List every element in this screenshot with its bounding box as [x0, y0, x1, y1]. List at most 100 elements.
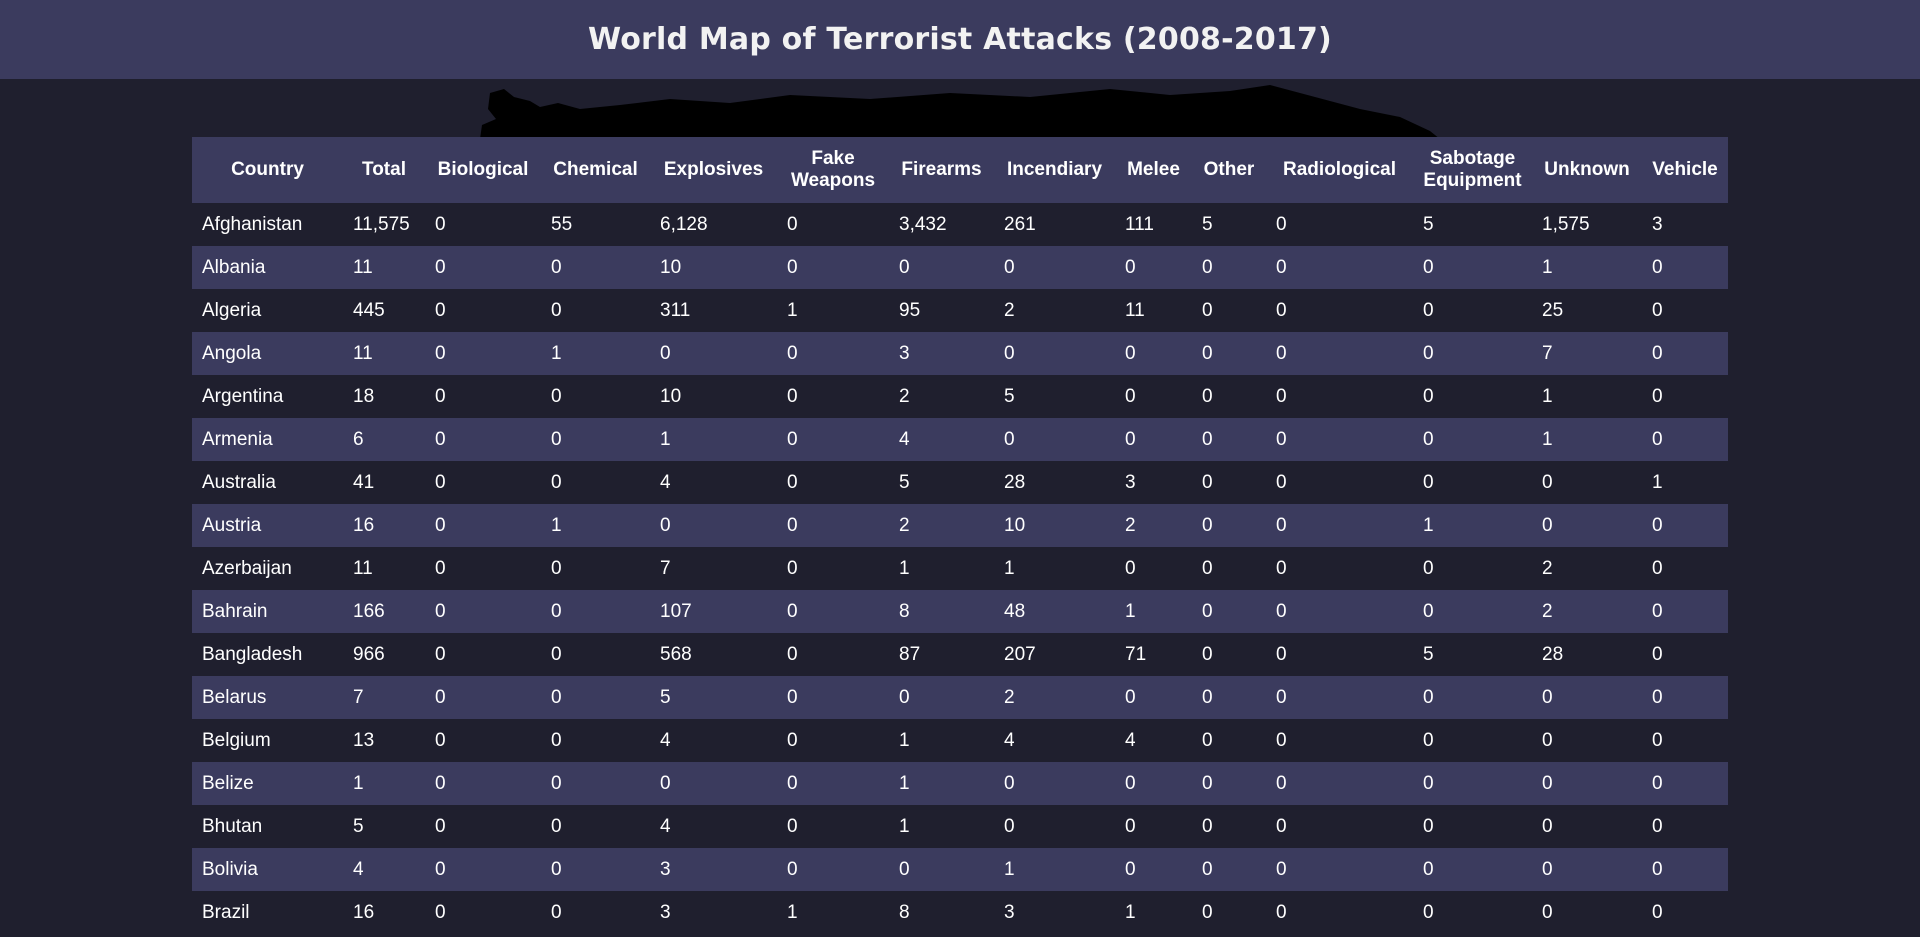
table-row: Brazil 16 0 0 3 1 8 3 1 0 0 0 0 0: [192, 891, 1728, 934]
map-landmass-shape: [480, 85, 1440, 139]
count-cell: 0: [1423, 815, 1434, 837]
count-cell: 5: [353, 815, 364, 837]
count-cell: 25: [1542, 299, 1564, 321]
count-cell: 0: [435, 428, 446, 450]
column-header: Unknown: [1544, 159, 1630, 180]
count-cell: 0: [1542, 858, 1553, 880]
count-cell: 0: [787, 557, 798, 579]
count-cell: 0: [1276, 471, 1287, 493]
count-cell: 1: [899, 772, 910, 794]
country-cell: Bolivia: [202, 858, 258, 880]
count-cell: 311: [660, 299, 691, 321]
table-row: Bahrain 166 0 0 107 0 8 48 1 0 0 0 2 0: [192, 590, 1728, 633]
count-cell: 11: [1125, 299, 1145, 321]
count-cell: 0: [787, 213, 798, 235]
count-cell: 3: [660, 901, 671, 923]
count-cell: 3: [1125, 471, 1136, 493]
count-cell: 0: [1125, 428, 1136, 450]
page-title: World Map of Terrorist Attacks (2008-201…: [588, 22, 1332, 57]
table-row: Austria 16 0 1 0 0 2 10 2 0 0 1 0 0: [192, 504, 1728, 547]
attack-table-container: Country Total Biological Chemical Explosives…: [192, 137, 1728, 934]
count-cell: 0: [1276, 901, 1287, 923]
count-cell: 0: [1004, 256, 1015, 278]
count-cell: 0: [1004, 428, 1015, 450]
count-cell: 0: [551, 557, 562, 579]
table-row: Armenia 6 0 0 1 0 4 0 0 0 0 0 1 0: [192, 418, 1728, 461]
count-cell: 11: [353, 256, 373, 278]
count-cell: 0: [660, 342, 671, 364]
count-cell: 0: [435, 342, 446, 364]
count-cell: 28: [1542, 643, 1564, 665]
count-cell: 0: [1423, 342, 1434, 364]
map-island-shape: [510, 105, 528, 119]
column-header: Total: [362, 159, 406, 180]
count-cell: 7: [353, 686, 364, 708]
count-cell: 0: [1423, 772, 1434, 794]
count-cell: 4: [660, 815, 671, 837]
count-cell: 11: [353, 557, 373, 579]
count-cell: 0: [1202, 686, 1213, 708]
count-cell: 0: [435, 256, 446, 278]
table-row: Afghanistan 11,575 0 55 6,128 0 3,432 261 111 5 0 5…: [192, 203, 1728, 246]
column-header: Explosives: [663, 159, 764, 180]
country-cell: Bangladesh: [202, 643, 303, 665]
count-cell: 0: [1652, 428, 1663, 450]
count-cell: 2: [899, 514, 910, 536]
count-cell: 48: [1004, 600, 1026, 622]
count-cell: 41: [353, 471, 375, 493]
count-cell: 1: [899, 557, 910, 579]
count-cell: 0: [551, 815, 562, 837]
count-cell: 261: [1004, 213, 1036, 235]
table-row: Algeria 445 0 0 311 1 95 2 11 0 0 0 25 0: [192, 289, 1728, 332]
count-cell: 6,128: [660, 213, 708, 235]
count-cell: 0: [435, 772, 446, 794]
count-cell: 4: [660, 729, 671, 751]
count-cell: 0: [435, 213, 446, 235]
count-cell: 1: [1542, 385, 1553, 407]
table-row: Belarus 7 0 0 5 0 0 2 0 0 0 0 0 0: [192, 676, 1728, 719]
count-cell: 0: [1202, 557, 1213, 579]
count-cell: 0: [1423, 901, 1434, 923]
count-cell: 0: [660, 514, 671, 536]
count-cell: 0: [1202, 256, 1213, 278]
count-cell: 0: [1276, 600, 1287, 622]
count-cell: 0: [1125, 256, 1136, 278]
country-cell: Australia: [202, 471, 276, 493]
column-header: Fake Weapons: [790, 148, 876, 191]
count-cell: 0: [1423, 256, 1434, 278]
count-cell: 0: [1652, 686, 1663, 708]
count-cell: 0: [1276, 729, 1287, 751]
count-cell: 0: [1423, 729, 1434, 751]
count-cell: 1: [899, 729, 910, 751]
count-cell: 107: [660, 600, 692, 622]
column-header: Country: [231, 159, 304, 180]
count-cell: 0: [787, 858, 798, 880]
count-cell: 11,575: [353, 213, 410, 235]
count-cell: 6: [353, 428, 364, 450]
country-cell: Angola: [202, 342, 262, 364]
count-cell: 0: [787, 385, 798, 407]
count-cell: 0: [1276, 772, 1287, 794]
count-cell: 5: [660, 686, 671, 708]
count-cell: 3: [1652, 213, 1663, 235]
count-cell: 0: [1423, 686, 1434, 708]
count-cell: 0: [1202, 428, 1213, 450]
table-row: Angola 11 0 1 0 0 3 0 0 0 0 0 7 0: [192, 332, 1728, 375]
count-cell: 0: [1652, 772, 1663, 794]
count-cell: 2: [899, 385, 910, 407]
count-cell: 10: [660, 385, 682, 407]
count-cell: 0: [551, 858, 562, 880]
count-cell: 95: [899, 299, 921, 321]
count-cell: 0: [1652, 643, 1663, 665]
count-cell: 0: [1202, 299, 1213, 321]
count-cell: 1: [353, 772, 364, 794]
table-row: Bolivia 4 0 0 3 0 0 1 0 0 0 0 0 0: [192, 848, 1728, 891]
count-cell: 0: [1542, 729, 1553, 751]
column-header: Other: [1203, 159, 1255, 180]
count-cell: 0: [1423, 385, 1434, 407]
count-cell: 0: [1202, 815, 1213, 837]
count-cell: 0: [1276, 428, 1287, 450]
count-cell: 0: [899, 256, 910, 278]
count-cell: 0: [551, 299, 562, 321]
count-cell: 0: [1276, 686, 1287, 708]
